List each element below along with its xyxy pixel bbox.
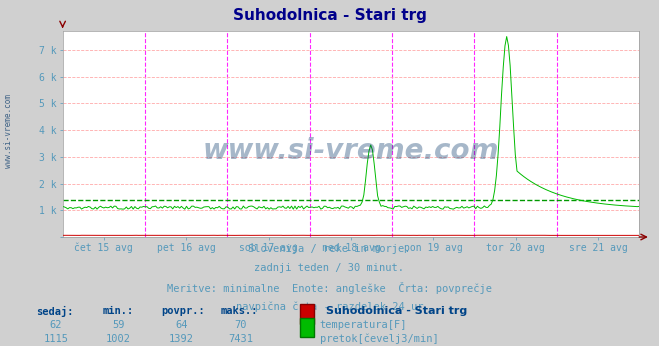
Text: 1002: 1002 <box>106 334 131 344</box>
Text: www.si-vreme.com: www.si-vreme.com <box>203 137 499 165</box>
Text: Slovenija / reke in morje.: Slovenija / reke in morje. <box>248 244 411 254</box>
Text: 1115: 1115 <box>43 334 69 344</box>
Text: navpična črta - razdelek 24 ur: navpična črta - razdelek 24 ur <box>236 301 423 311</box>
Text: Suhodolnica - Stari trg: Suhodolnica - Stari trg <box>233 8 426 22</box>
Text: 62: 62 <box>50 320 62 330</box>
Text: www.si-vreme.com: www.si-vreme.com <box>4 94 13 169</box>
Text: 1392: 1392 <box>169 334 194 344</box>
Text: zadnji teden / 30 minut.: zadnji teden / 30 minut. <box>254 263 405 273</box>
Text: temperatura[F]: temperatura[F] <box>320 320 407 330</box>
Text: 59: 59 <box>113 320 125 330</box>
Text: 64: 64 <box>175 320 187 330</box>
Text: 7431: 7431 <box>228 334 253 344</box>
Text: min.:: min.: <box>102 306 133 316</box>
Text: sedaj:: sedaj: <box>36 306 74 317</box>
Text: Suhodolnica - Stari trg: Suhodolnica - Stari trg <box>326 306 467 316</box>
Text: Meritve: minimalne  Enote: angleške  Črta: povprečje: Meritve: minimalne Enote: angleške Črta:… <box>167 282 492 294</box>
Text: pretok[čevelj3/min]: pretok[čevelj3/min] <box>320 334 438 344</box>
Text: povpr.:: povpr.: <box>161 306 205 316</box>
Text: 70: 70 <box>235 320 246 330</box>
Text: maks.:: maks.: <box>221 306 258 316</box>
